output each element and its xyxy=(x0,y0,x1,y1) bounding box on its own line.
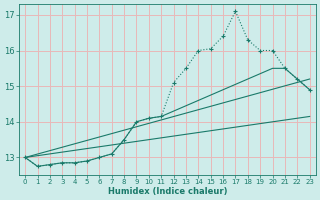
X-axis label: Humidex (Indice chaleur): Humidex (Indice chaleur) xyxy=(108,187,227,196)
